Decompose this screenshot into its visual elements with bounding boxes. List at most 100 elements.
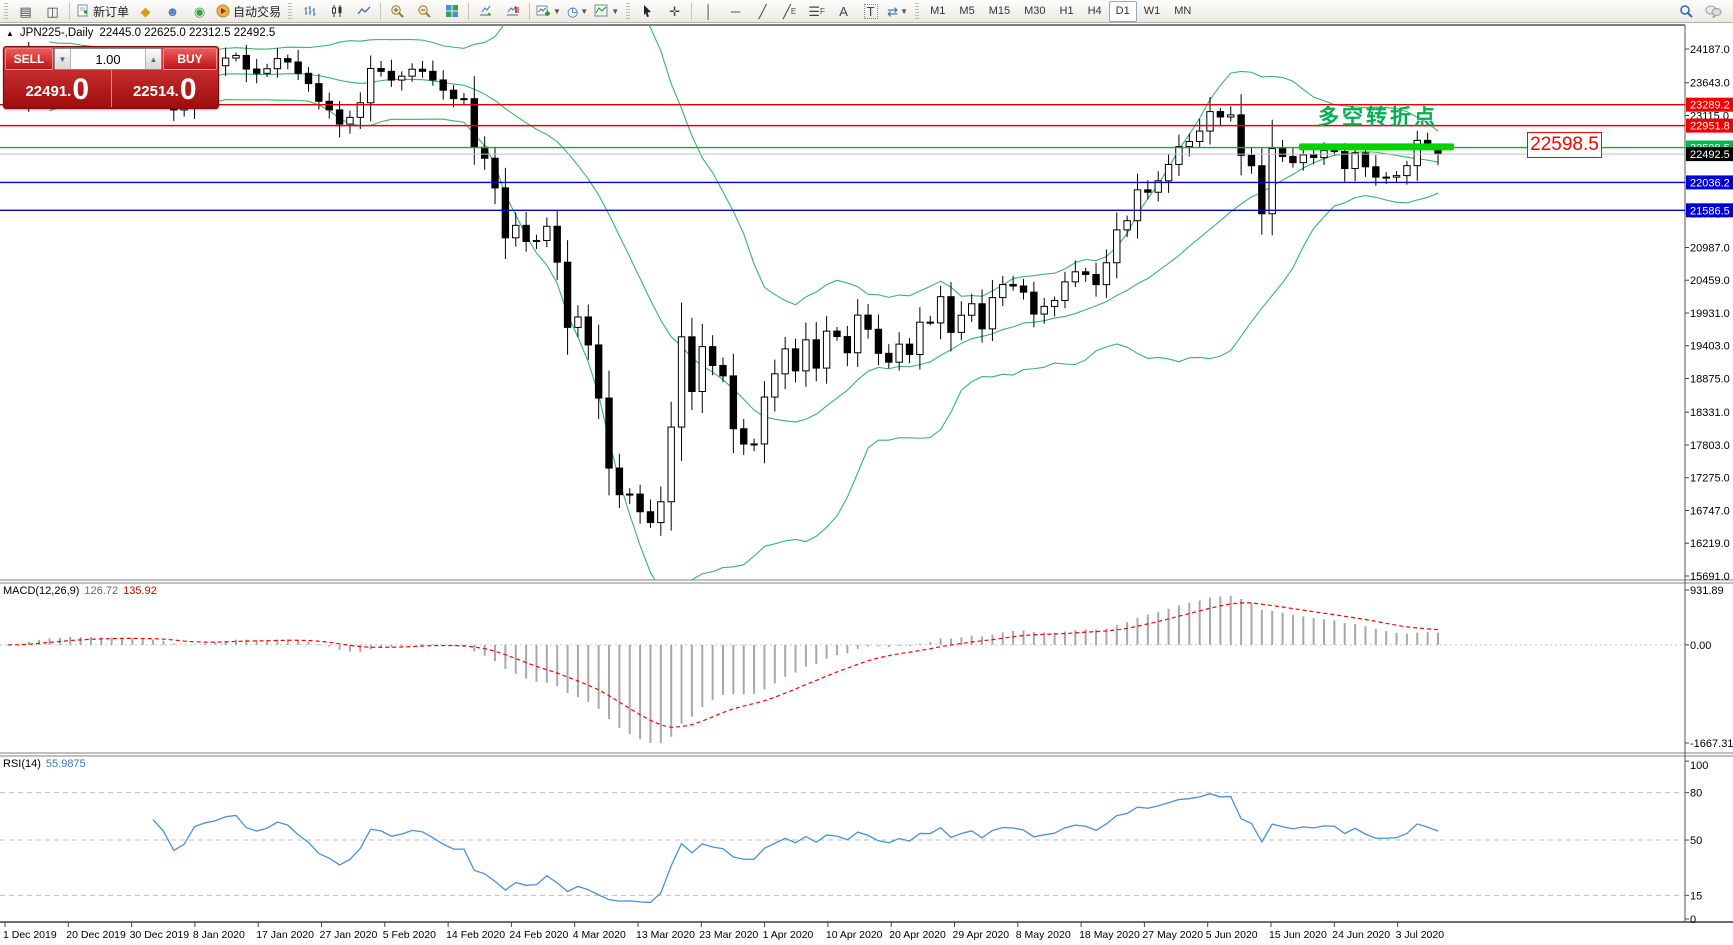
date-axis-label: 20 Apr 2020 (889, 929, 946, 941)
auto-scroll-button[interactable] (472, 1, 499, 22)
trendline-tool[interactable]: ╱ (749, 1, 776, 22)
level-price-tag-text: 22036.2 (1690, 177, 1730, 189)
new-order-icon (77, 4, 88, 17)
autotrading-button[interactable]: 自动交易 (213, 1, 284, 22)
timeframe-button-h4[interactable]: H4 (1087, 5, 1102, 17)
line-chart-icon (357, 6, 370, 15)
bar-chart-type-button[interactable] (296, 1, 323, 22)
data-window-icon[interactable]: ◫ (39, 1, 66, 22)
window-search-icon: ◫ (46, 3, 59, 19)
candlestick-type-button[interactable] (323, 1, 350, 22)
rsi-name: RSI(14) (3, 758, 41, 770)
date-axis-label: 29 Apr 2020 (953, 929, 1010, 941)
price-axis: 24187.023643.023115.021531.020987.020459… (1685, 44, 1733, 926)
sell-button[interactable]: SELL (5, 48, 53, 70)
date-axis-label: 24 Feb 2020 (509, 929, 568, 941)
toolbar-grip[interactable] (288, 3, 293, 19)
new-chart-button[interactable]: ▼ (533, 1, 564, 22)
rsi-axis-label: 50 (1690, 835, 1702, 847)
timeframe-button-d1[interactable]: D1 (1108, 0, 1137, 22)
text-label-tool[interactable]: T (857, 1, 884, 22)
date-axis-label: 13 Mar 2020 (636, 929, 695, 941)
timeframe-button-h1[interactable]: H1 (1059, 5, 1074, 17)
indicators-button[interactable]: ▼ (591, 1, 622, 22)
volume-input[interactable]: 1.00 (95, 51, 121, 67)
timeframe-button-m1[interactable]: M1 (930, 5, 946, 17)
toolbar-grip[interactable] (626, 3, 631, 19)
arrows-tool[interactable]: ⇄ ▼ (884, 1, 911, 22)
price-chart-svg: 24187.023643.023115.021531.020987.020459… (0, 24, 1733, 941)
toolbar-grip[interactable] (4, 3, 8, 19)
date-axis-label: 4 Mar 2020 (573, 929, 626, 941)
price-axis-label: 24187.0 (1690, 44, 1730, 56)
buy-price-main: 22514. (132, 83, 179, 100)
toolbar-separator (380, 2, 382, 20)
timeframe-button-m30[interactable]: M30 (1024, 5, 1046, 17)
sell-price[interactable]: 22491. 0 (4, 70, 112, 107)
metaeditor-icon[interactable]: ◆ (132, 1, 159, 22)
crosshair-tool[interactable]: ✛ (661, 1, 688, 22)
zoom-in-button[interactable] (384, 1, 411, 22)
volume-increase-button[interactable]: ▲ (145, 49, 161, 69)
one-click-collapse-arrow[interactable]: ▲ (6, 28, 14, 38)
date-axis-label: 1 Apr 2020 (763, 929, 814, 941)
thick-trend-segment[interactable] (1299, 143, 1454, 151)
indicators-icon (594, 4, 608, 17)
date-axis-label: 17 Jan 2020 (256, 929, 314, 941)
candlesticks (4, 41, 1442, 536)
arrows-icon: ⇄ (887, 3, 899, 19)
date-axis-label: 8 May 2020 (1016, 929, 1071, 941)
dropdown-arrow-icon: ▼ (900, 6, 909, 16)
community-chat-button[interactable] (1700, 1, 1727, 22)
buy-button[interactable]: BUY (163, 48, 217, 70)
profiles-button[interactable]: ◷ ▼ (564, 1, 591, 22)
chart-shift-button[interactable] (499, 1, 526, 22)
fibonacci-tool[interactable]: ☰ F (803, 1, 830, 22)
chart-area[interactable]: 24187.023643.023115.021531.020987.020459… (0, 22, 1733, 945)
price-axis-label: 23643.0 (1690, 78, 1730, 90)
date-axis-label: 18 May 2020 (1079, 929, 1140, 941)
candlestick-icon (331, 5, 342, 17)
trade-panel-controls: SELL ▼ 1.00 ▲ BUY (4, 47, 218, 70)
one-click-trade-panel: SELL ▼ 1.00 ▲ BUY 22491. 0 22514. 0 (3, 46, 219, 109)
line-chart-type-button[interactable] (350, 1, 377, 22)
horizontal-line-tool[interactable]: ─ (722, 1, 749, 22)
date-axis-label: 23 Mar 2020 (699, 929, 758, 941)
chart-window-icon[interactable]: ▤ (12, 1, 39, 22)
symbol-ohlc: 22445.0 22625.0 22312.5 22492.5 (99, 27, 276, 39)
search-button[interactable] (1673, 1, 1700, 22)
level-price-tag (1686, 203, 1733, 218)
channel-tool[interactable]: ╱ E (776, 1, 803, 22)
macd-axis-label: 0.00 (1690, 640, 1711, 652)
toolbar-grip[interactable] (915, 3, 920, 19)
vertical-line-tool[interactable]: │ (695, 1, 722, 22)
macd-axis-label: 931.89 (1690, 585, 1724, 597)
toolbar-separator (69, 2, 70, 20)
timeframe-button-m15[interactable]: M15 (988, 5, 1011, 17)
new-order-button[interactable]: 新订单 (73, 1, 132, 22)
signals-icon[interactable]: ◉ (186, 1, 213, 22)
volume-decrease-button[interactable]: ▼ (55, 49, 71, 69)
cursor-icon (644, 5, 652, 17)
fibonacci-icon: ☰ (808, 3, 821, 19)
date-axis-label: 14 Feb 2020 (446, 929, 505, 941)
price-axis-label: 19931.0 (1690, 308, 1730, 320)
toolbar-separator (691, 2, 693, 20)
tile-windows-button[interactable] (438, 1, 465, 22)
timeframe-button-w1[interactable]: W1 (1143, 5, 1161, 17)
channel-icon: ╱ (783, 3, 791, 19)
date-axis-label: 27 Jan 2020 (320, 929, 378, 941)
timeframe-button-mn[interactable]: MN (1174, 5, 1192, 17)
trendline-icon: ╱ (758, 3, 767, 19)
date-axis-label: 30 Dec 2019 (130, 929, 190, 941)
zoom-out-button[interactable] (411, 1, 438, 22)
level-price-tag (1686, 147, 1733, 162)
timeframe-button-m5[interactable]: M5 (959, 5, 975, 17)
autotrading-icon (216, 4, 230, 18)
fibo-letter: F (820, 6, 825, 16)
chart-shift-icon (507, 5, 519, 16)
buy-price[interactable]: 22514. 0 (112, 70, 219, 107)
text-tool[interactable]: A (830, 1, 857, 22)
cursor-tool[interactable] (634, 1, 661, 22)
community-icon[interactable]: ☻ (159, 1, 186, 22)
